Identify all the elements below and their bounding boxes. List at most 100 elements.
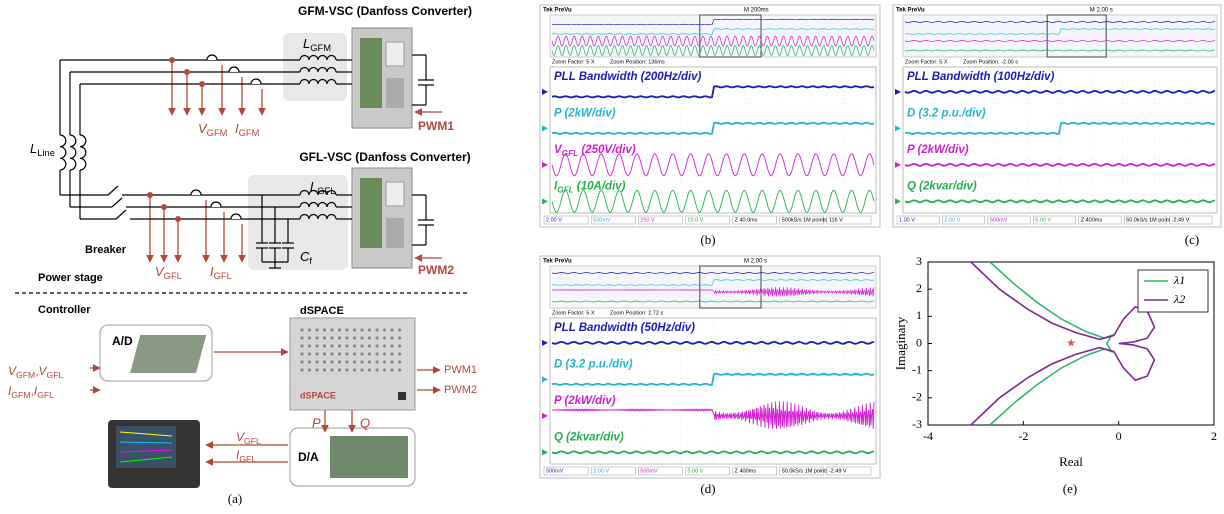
scope-time: M 2.00 s (744, 259, 767, 265)
footer-text: 2.00 V (593, 468, 609, 474)
label-part: Q (2kvar/div) (554, 432, 624, 444)
x-tick-label: 2 (1211, 429, 1217, 443)
shape (300, 328, 303, 331)
label-part: GFL (562, 149, 579, 158)
footer-text: 5.00 V (687, 468, 703, 474)
shape (315, 328, 318, 331)
label-part: PLL Bandwidth (100Hz/div) (907, 71, 1055, 83)
label-part: GFL (164, 271, 182, 281)
shape (207, 55, 217, 60)
footer-text: -2.49 V (1172, 217, 1190, 223)
label: P (312, 415, 321, 430)
label: LLine (30, 141, 55, 158)
zoom-position: Zoom Position: 136ms (610, 59, 665, 65)
shape (398, 328, 401, 331)
legend (1138, 270, 1208, 312)
caption: (a) (228, 491, 242, 506)
shape (383, 352, 386, 355)
shape (360, 178, 382, 248)
shape (390, 344, 393, 347)
footer-text: 1.00 V (899, 217, 915, 223)
label-part: GFL (239, 454, 256, 464)
shape (338, 344, 341, 347)
label: Controller (38, 304, 91, 316)
shape (300, 360, 303, 363)
shape (383, 328, 386, 331)
shape (383, 368, 386, 371)
shape (308, 328, 311, 331)
trace-label: Q (2kvar/div) (907, 181, 977, 193)
shape (360, 336, 363, 339)
label: IGFL (210, 264, 232, 281)
label: PWM1 (418, 119, 454, 133)
shape (390, 360, 393, 363)
footer-text: 500mV (546, 468, 564, 474)
zoom-factor: Zoom Factor: 5 X (552, 310, 595, 316)
shape (300, 336, 303, 339)
trace-label: PLL Bandwidth (100Hz/div) (907, 71, 1055, 83)
zoom-factor: Zoom Factor: 5 X (552, 59, 595, 65)
y-tick-label: -1 (912, 362, 922, 376)
shape (70, 135, 76, 170)
y-tick-label: 2 (916, 281, 922, 295)
label: dSPACE (300, 305, 344, 317)
shape (330, 436, 408, 478)
shape (368, 360, 371, 363)
scope-time: M 200ms (744, 8, 769, 14)
scope-brand: Tek PreVu (896, 8, 925, 14)
shape (386, 218, 404, 248)
shape (323, 328, 326, 331)
shape (251, 79, 261, 84)
label-part: GFL (317, 186, 335, 196)
shape (345, 368, 348, 371)
footer-text: -2.49 V (829, 468, 847, 474)
shape (315, 336, 318, 339)
shape (338, 328, 341, 331)
label: IGFM,IGFL (8, 384, 54, 400)
shape (191, 190, 201, 195)
footer-text: 500kS/s 1M points (782, 217, 827, 223)
label: D/A (298, 450, 319, 464)
x-tick-label: 0 (1116, 429, 1122, 443)
shape (338, 352, 341, 355)
shape (345, 344, 348, 347)
shape (308, 368, 311, 371)
y-tick-label: -2 (912, 390, 922, 404)
caption: (b) (700, 232, 715, 247)
title: GFM-VSC (Danfoss Converter) (298, 4, 472, 18)
label-part: L (310, 179, 317, 194)
label: IGFL (236, 448, 256, 464)
shape (300, 344, 303, 347)
label: VGFM,VGFL (8, 364, 64, 380)
shape (323, 344, 326, 347)
footer-text: Z 40.0ms (735, 217, 758, 223)
label: Power stage (38, 272, 103, 284)
shape (375, 328, 378, 331)
shape (375, 336, 378, 339)
shape (383, 360, 386, 363)
shape (375, 368, 378, 371)
label: dSPACE (300, 390, 336, 400)
label-part: P (2kW/div) (554, 395, 616, 407)
shape (345, 352, 348, 355)
shape (398, 352, 401, 355)
shape (315, 360, 318, 363)
shape (345, 328, 348, 331)
shape (353, 352, 356, 355)
trace-label: P (2kW/div) (907, 144, 969, 156)
shape (211, 202, 221, 207)
y-axis-label: Imaginary (893, 316, 908, 370)
shape (308, 344, 311, 347)
shape (368, 344, 371, 347)
label-part: (250V/div) (578, 144, 636, 156)
trace-label: PLL Bandwidth (50Hz/div) (554, 322, 695, 334)
label-part: GFM (239, 128, 260, 138)
trace-label: D (3.2 p.u./div) (907, 108, 986, 120)
shape (398, 344, 401, 347)
footer-text: 500mV (990, 217, 1008, 223)
scope-brand: Tek PreVu (543, 8, 572, 14)
shape (398, 336, 401, 339)
label-part: L (303, 36, 310, 51)
shape (353, 336, 356, 339)
label-part: PLL Bandwidth (50Hz/div) (554, 322, 695, 334)
